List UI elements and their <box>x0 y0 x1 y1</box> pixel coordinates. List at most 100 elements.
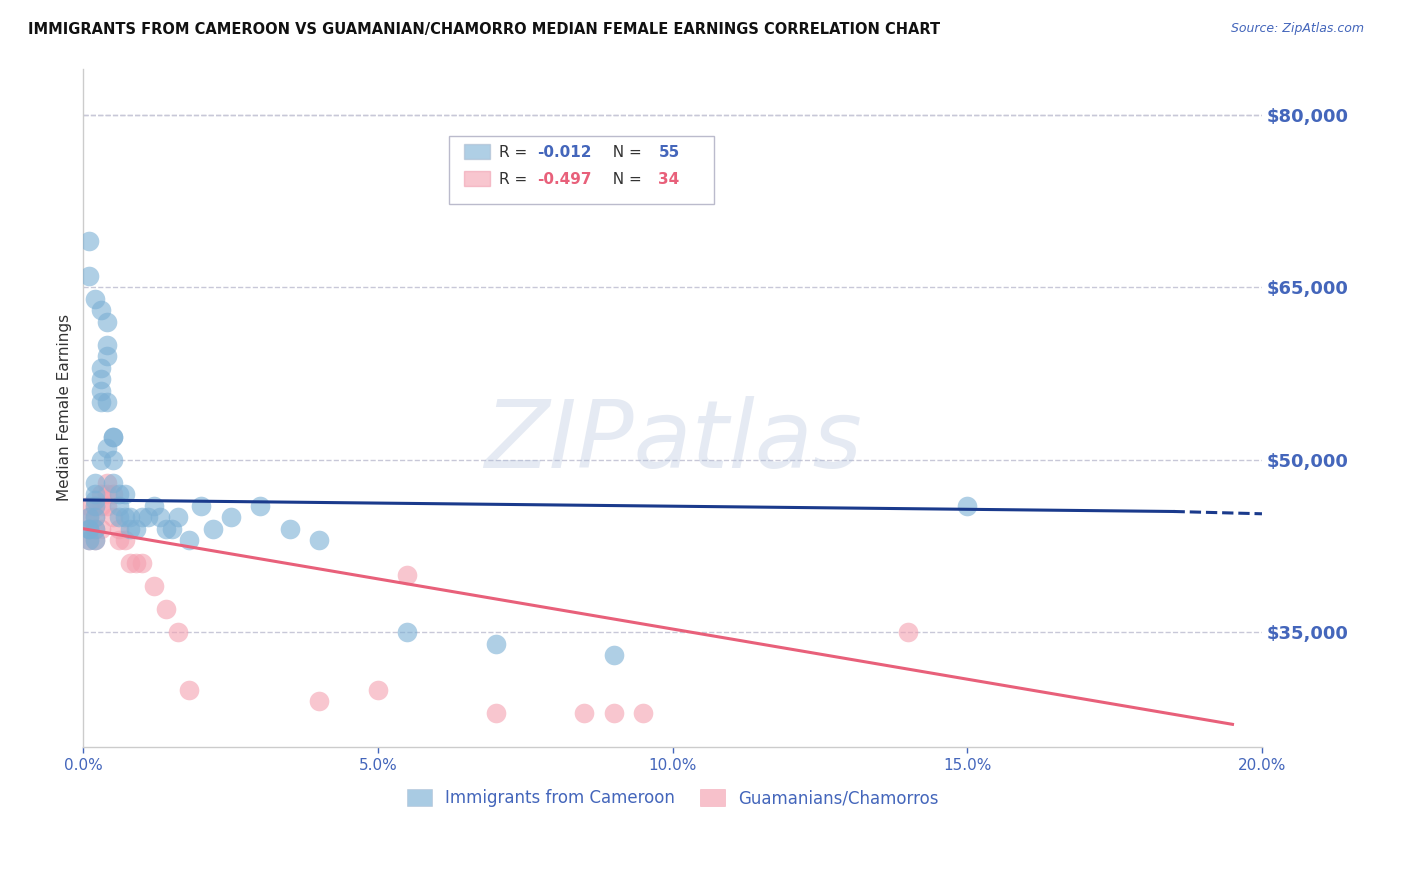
Point <box>77 268 100 283</box>
FancyBboxPatch shape <box>449 136 714 204</box>
Point <box>101 487 124 501</box>
Point <box>90 499 112 513</box>
Point <box>396 625 419 640</box>
Point <box>96 475 118 490</box>
Point <box>155 602 177 616</box>
Point <box>84 510 107 524</box>
Point <box>90 303 112 318</box>
Point <box>125 556 148 570</box>
Point <box>120 510 142 524</box>
Point <box>96 395 118 409</box>
Point <box>96 337 118 351</box>
Point <box>166 625 188 640</box>
Text: ZIPatlas: ZIPatlas <box>484 396 862 487</box>
Point <box>602 648 624 663</box>
Point <box>77 510 100 524</box>
Point <box>485 637 508 651</box>
Point <box>107 533 129 548</box>
Point <box>84 499 107 513</box>
Point <box>84 475 107 490</box>
Point <box>149 510 172 524</box>
Point <box>114 510 136 524</box>
Point <box>90 487 112 501</box>
Point <box>143 499 166 513</box>
Point <box>90 372 112 386</box>
Point <box>114 533 136 548</box>
Point <box>90 384 112 398</box>
Point <box>77 533 100 548</box>
Point <box>84 533 107 548</box>
Point <box>77 510 100 524</box>
Point <box>84 510 107 524</box>
Text: -0.497: -0.497 <box>537 171 592 186</box>
Point <box>90 522 112 536</box>
Point <box>96 499 118 513</box>
Point <box>136 510 159 524</box>
FancyBboxPatch shape <box>464 171 489 186</box>
Point <box>160 522 183 536</box>
Point <box>77 234 100 248</box>
Point <box>602 706 624 720</box>
Point <box>125 522 148 536</box>
Point <box>84 522 107 536</box>
Point <box>308 694 330 708</box>
Point <box>120 556 142 570</box>
Point <box>90 395 112 409</box>
Point <box>101 510 124 524</box>
Text: -0.012: -0.012 <box>537 145 592 160</box>
Point <box>485 706 508 720</box>
Point <box>308 533 330 548</box>
Point <box>155 522 177 536</box>
Point <box>179 533 201 548</box>
Point <box>114 487 136 501</box>
Text: Source: ZipAtlas.com: Source: ZipAtlas.com <box>1230 22 1364 36</box>
Legend: Immigrants from Cameroon, Guamanians/Chamorros: Immigrants from Cameroon, Guamanians/Cha… <box>399 782 945 814</box>
Point <box>956 499 979 513</box>
Point <box>107 487 129 501</box>
Point <box>84 487 107 501</box>
Point <box>90 452 112 467</box>
Point <box>201 522 224 536</box>
Point <box>96 349 118 363</box>
Point <box>131 556 153 570</box>
Point <box>77 522 100 536</box>
Point <box>249 499 271 513</box>
Text: IMMIGRANTS FROM CAMEROON VS GUAMANIAN/CHAMORRO MEDIAN FEMALE EARNINGS CORRELATIO: IMMIGRANTS FROM CAMEROON VS GUAMANIAN/CH… <box>28 22 941 37</box>
Point <box>367 682 389 697</box>
Point <box>574 706 596 720</box>
Text: 34: 34 <box>658 171 679 186</box>
Point <box>897 625 920 640</box>
Point <box>101 430 124 444</box>
Point <box>96 441 118 455</box>
Point <box>77 522 100 536</box>
Point <box>77 522 100 536</box>
FancyBboxPatch shape <box>464 144 489 159</box>
Point <box>84 292 107 306</box>
Point <box>84 499 107 513</box>
Point <box>101 430 124 444</box>
Text: R =: R = <box>499 171 533 186</box>
Point <box>107 522 129 536</box>
Point <box>166 510 188 524</box>
Point <box>96 315 118 329</box>
Point <box>90 360 112 375</box>
Point <box>179 682 201 697</box>
Point <box>190 499 212 513</box>
Point <box>107 510 129 524</box>
Point <box>107 499 129 513</box>
Text: 55: 55 <box>658 145 679 160</box>
Text: R =: R = <box>499 145 533 160</box>
Point <box>101 452 124 467</box>
Point <box>131 510 153 524</box>
Text: N =: N = <box>603 145 647 160</box>
Point <box>120 522 142 536</box>
Point <box>396 567 419 582</box>
Point <box>84 533 107 548</box>
Point <box>278 522 301 536</box>
Point <box>84 522 107 536</box>
Text: N =: N = <box>603 171 647 186</box>
Point <box>143 579 166 593</box>
Point <box>219 510 242 524</box>
Y-axis label: Median Female Earnings: Median Female Earnings <box>58 314 72 501</box>
Point <box>101 475 124 490</box>
